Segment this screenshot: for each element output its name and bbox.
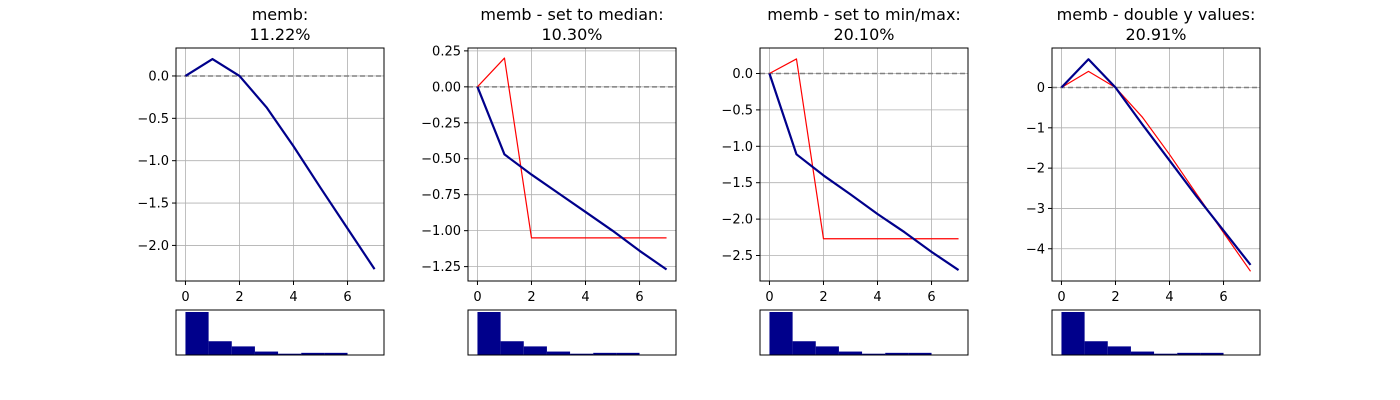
panel-1-original-series-line <box>184 57 376 270</box>
panel-2-ytick-label-1: 0.00 <box>432 80 461 95</box>
panel-3-histogram-bar-1 <box>792 341 816 355</box>
panel-4-ytick-label-0: 0 <box>1037 81 1045 96</box>
panel-4-ytick-label-2: −2 <box>1026 162 1045 177</box>
panel-1-xtick-label-2: 4 <box>289 290 297 305</box>
panel-2-ytick-label-6: −1.25 <box>421 260 461 275</box>
panel-3-histogram-bar-3 <box>838 351 863 355</box>
panel-1-histogram-bar-2 <box>231 346 255 355</box>
panel-2-ytick-label-5: −1.00 <box>421 224 461 239</box>
panel-3-histogram-bar-2 <box>815 346 839 355</box>
panel-4-histogram-frame <box>1051 309 1261 356</box>
panel-1-ytick-label-0: 0.0 <box>148 69 169 84</box>
panel-4: memb - double y values:20.91% 0 2 4 6 0 −1 −2 −3… <box>1026 5 1261 356</box>
panel-2-histogram-bar-1 <box>500 341 524 355</box>
panel-2-title-line1: memb - set to median: <box>480 5 663 24</box>
panel-2-original-series-line <box>476 86 668 271</box>
panel-4-histogram-bar-2 <box>1107 346 1131 355</box>
panel-1-title-line2: 11.22% <box>249 25 310 44</box>
panel-4-histogram-bar-6 <box>1200 352 1224 355</box>
panel-4-xtick-label-0: 0 <box>1057 290 1065 305</box>
panel-3-original-series-line <box>768 73 960 271</box>
panel-2: memb - set to median:10.30% 0 2 4 6 0.25 0.00 −… <box>421 5 677 356</box>
panel-3-xtick-label-2: 4 <box>873 290 881 305</box>
panel-3-ytick-label-3: −1.5 <box>721 176 753 191</box>
panel-2-histogram-bar-6 <box>616 352 640 355</box>
panel-1-histogram-frame <box>175 309 385 356</box>
panel-4-original-series-line <box>1060 58 1252 266</box>
panel-2-plot-frame <box>467 47 677 282</box>
panel-3-histogram-frame <box>759 309 969 356</box>
panel-2-xtick-label-2: 4 <box>581 290 589 305</box>
panel-1-title-line1: memb: <box>252 5 309 24</box>
panel-1-histogram-bar-1 <box>208 341 232 355</box>
panel-3-ytick-label-5: −2.5 <box>721 249 753 264</box>
panel-2-histogram-bar-2 <box>523 346 547 355</box>
panel-1-ytick-label-2: −1.0 <box>137 154 169 169</box>
panel-2-histogram-bar-4 <box>570 353 594 355</box>
panel-1-ytick-label-3: −1.5 <box>137 197 169 212</box>
panel-4-histogram-bar-4 <box>1154 353 1178 355</box>
panel-1-ytick-label-1: −0.5 <box>137 112 169 127</box>
panel-3-xtick-label-1: 2 <box>819 290 827 305</box>
panel-1-modified-series-line <box>185 58 376 270</box>
panel-2-modified-series-line <box>477 57 667 239</box>
panel-1-histogram-bar-3 <box>254 351 279 355</box>
panel-3-title-line2: 20.10% <box>833 25 894 44</box>
panel-2-xtick-label-1: 2 <box>527 290 535 305</box>
panel-3-histogram-bar-6 <box>908 352 932 355</box>
panel-3-ytick-label-0: 0.0 <box>732 67 753 82</box>
panel-1-ytick-label-4: −2.0 <box>137 239 169 254</box>
panel-1-xtick-label-1: 2 <box>235 290 243 305</box>
panel-4-xtick-label-2: 4 <box>1165 290 1173 305</box>
panel-2-histogram-bar-0 <box>477 312 501 355</box>
panel-3-modified-series-line <box>769 58 959 240</box>
panel-2-title-line2: 10.30% <box>541 25 602 44</box>
panel-3: memb - set to min/max:20.10% 0 2 4 6 0.0 −0.5 −… <box>721 5 969 356</box>
panel-4-histogram-bar-3 <box>1130 351 1155 355</box>
panel-3-xtick-label-3: 6 <box>927 290 935 305</box>
panel-3-xtick-label-0: 0 <box>765 290 773 305</box>
panel-1-histogram-bar-0 <box>185 312 209 355</box>
panel-3-histogram-bar-4 <box>862 353 886 355</box>
panel-3-histogram-bar-5 <box>885 352 909 355</box>
panel-1-histogram-bar-5 <box>301 352 325 355</box>
panel-2-xtick-label-0: 0 <box>473 290 481 305</box>
panel-4-ytick-label-1: −1 <box>1026 121 1045 136</box>
panel-2-histogram-bar-5 <box>593 352 617 355</box>
panel-4-ytick-label-3: −3 <box>1026 202 1045 217</box>
panel-4-xtick-label-1: 2 <box>1111 290 1119 305</box>
panel-2-ytick-label-3: −0.50 <box>421 152 461 167</box>
panel-4-title-line2: 20.91% <box>1125 25 1186 44</box>
panel-2-ytick-label-2: −0.25 <box>421 116 461 131</box>
panel-2-ytick-label-4: −0.75 <box>421 188 461 203</box>
panel-4-plot-frame <box>1051 47 1261 282</box>
panel-3-ytick-label-4: −2.0 <box>721 213 753 228</box>
panel-4-histogram-bar-5 <box>1177 352 1201 355</box>
panel-2-histogram-frame <box>467 309 677 356</box>
panel-3-plot-frame <box>759 47 969 282</box>
panel-1-xtick-label-0: 0 <box>181 290 189 305</box>
panel-2-xtick-label-3: 6 <box>635 290 643 305</box>
panel-4-title-line1: memb - double y values: <box>1057 5 1256 24</box>
panel-4-histogram-bar-1 <box>1084 341 1108 355</box>
panel-4-ytick-label-4: −4 <box>1026 242 1045 257</box>
panel-1: memb:11.22% 0 2 4 6 0.0 −0.5 −1.0 −1.5 −2.0 <box>137 5 385 356</box>
panel-2-ytick-label-0: 0.25 <box>432 44 461 59</box>
panel-1-histogram-bar-4 <box>278 353 302 355</box>
panel-1-plot-frame <box>175 47 385 282</box>
panel-1-xtick-label-3: 6 <box>343 290 351 305</box>
panel-1-histogram-bar-6 <box>324 352 348 355</box>
panel-3-histogram-bar-0 <box>769 312 793 355</box>
panel-4-modified-series-line <box>1061 70 1252 272</box>
panel-3-ytick-label-1: −0.5 <box>721 103 753 118</box>
panel-4-xtick-label-3: 6 <box>1219 290 1227 305</box>
panel-2-histogram-bar-3 <box>546 351 571 355</box>
panel-3-ytick-label-2: −1.0 <box>721 140 753 155</box>
panel-4-histogram-bar-0 <box>1061 312 1085 355</box>
panel-3-title-line1: memb - set to min/max: <box>767 5 961 24</box>
